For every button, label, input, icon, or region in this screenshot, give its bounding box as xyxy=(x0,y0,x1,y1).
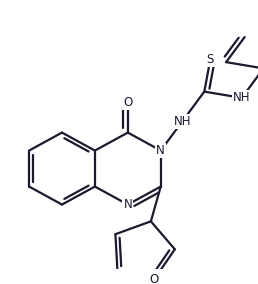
Text: O: O xyxy=(123,96,132,109)
Text: N: N xyxy=(123,198,132,211)
Text: N: N xyxy=(156,144,165,157)
Text: NH: NH xyxy=(233,91,251,104)
Text: NH: NH xyxy=(174,115,191,128)
Text: S: S xyxy=(207,53,214,66)
Text: O: O xyxy=(149,273,159,284)
